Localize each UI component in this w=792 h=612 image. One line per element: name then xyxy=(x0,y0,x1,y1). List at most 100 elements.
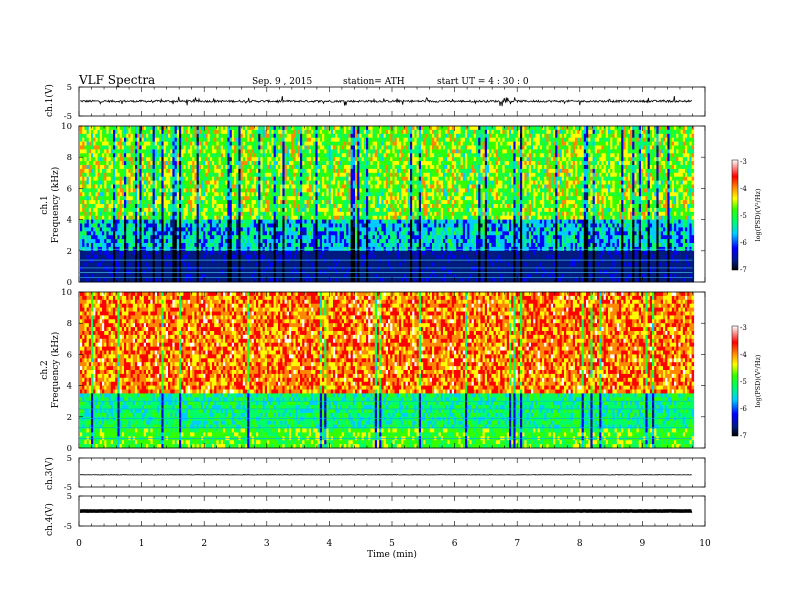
ch1-spectrogram-cell xyxy=(115,130,118,134)
ch1-spectrogram-cell xyxy=(197,130,200,134)
ch1-waveform-ytick-label: 5 xyxy=(67,83,72,93)
ch1-spectrogram-cell xyxy=(190,149,193,153)
ch1-spectrogram-cell xyxy=(142,204,145,208)
ch1-spectrogram-cell xyxy=(91,165,94,169)
ch1-spectrogram-cell xyxy=(164,134,167,138)
ch1-spectrogram-cell xyxy=(131,157,134,161)
ch1-spectrogram-cell xyxy=(93,173,96,177)
ch1-spectrogram-cell xyxy=(170,185,173,189)
ch1-spectrogram-cell xyxy=(102,188,105,192)
ch1-spectrogram-cell xyxy=(82,142,85,146)
ch1-spectrogram-cell xyxy=(104,192,107,196)
ch1-spectrogram-cell xyxy=(161,200,164,204)
ch1-spectrogram-cell xyxy=(153,259,156,263)
ch1-spectrogram-cell xyxy=(95,153,98,157)
ch1-spectrogram-cell xyxy=(115,235,118,239)
ch1-spectrogram-cell xyxy=(135,266,138,270)
ch1-spectrogram-cell xyxy=(144,255,147,259)
ch1-spectrogram-cell xyxy=(153,138,156,142)
ch1-spectrogram-cell xyxy=(133,146,136,150)
ch1-spectrogram-cell xyxy=(122,138,125,142)
ch1-spectrogram-cell xyxy=(172,196,175,200)
ch1-spectrogram-cell xyxy=(194,192,197,196)
ch1-spectrogram-cell xyxy=(144,196,147,200)
ch1-spectrogram-cell xyxy=(84,208,87,212)
ch1-spectrogram-cell xyxy=(111,149,114,153)
ch1-spectrogram-cell xyxy=(84,177,87,181)
ch1-spectrogram-cell xyxy=(102,138,105,142)
ch1-spectrogram-cell xyxy=(194,216,197,220)
ch1-spectrogram-cell xyxy=(106,149,109,153)
ch1-spectrogram-cell xyxy=(128,266,131,270)
ch1-spectrogram-cell xyxy=(192,173,195,177)
ch1-spectrogram-cell xyxy=(148,259,151,263)
ch1-spectrogram-cell xyxy=(128,231,131,235)
ch1-spectrogram-cell xyxy=(179,224,182,228)
ch1-spectrogram-cell xyxy=(155,259,158,263)
ch1-spectrogram-cell xyxy=(172,227,175,231)
ch1-spectrogram-cell xyxy=(89,188,92,192)
ch1-spectrogram-cell xyxy=(188,259,191,263)
ch1-spectrogram-cell xyxy=(181,204,184,208)
ch1-spectrogram-cell xyxy=(159,146,162,150)
ch1-spectrogram-cell xyxy=(95,220,98,224)
ch1-spectrogram-cell xyxy=(87,255,90,259)
ch1-spectrogram-cell xyxy=(117,185,120,189)
ch1-spectrogram-cell xyxy=(159,220,162,224)
ch1-spectrogram-cell xyxy=(164,235,167,239)
ch1-spectrogram-cell xyxy=(133,157,136,161)
ch1-spectrogram-cell xyxy=(124,138,127,142)
ch1-spectrogram-cell xyxy=(128,169,131,173)
ch1-spectrogram-cell xyxy=(166,130,169,134)
ch1-spectrogram-cell xyxy=(199,142,202,146)
ch1-spectrogram-cell xyxy=(155,235,158,239)
ch1-spectrogram-cell xyxy=(192,153,195,157)
ch1-spectrogram-cell xyxy=(146,146,149,150)
ch1-spectrogram-cell xyxy=(177,227,180,231)
ch1-spectrogram-cell xyxy=(137,220,140,224)
ch1-spectrogram-cell xyxy=(157,259,160,263)
ch1-spectrogram-cell xyxy=(95,208,98,212)
ch1-spectrogram-cell xyxy=(95,255,98,259)
ch1-spectrogram-cell xyxy=(192,126,195,130)
ch1-spectrogram-cell xyxy=(144,185,147,189)
ch1-spectrogram-cell xyxy=(179,138,182,142)
ch1-spectrogram-cell xyxy=(164,208,167,212)
ch1-spectrogram-cell xyxy=(175,161,178,165)
ch1-spectrogram-cell xyxy=(122,173,125,177)
ch1-spectrogram-cell xyxy=(100,126,103,130)
ch1-spectrogram-cell xyxy=(84,255,87,259)
ch1-spectrogram-cell xyxy=(80,231,83,235)
ch1-spectrogram-cell xyxy=(115,157,118,161)
ch1-spectrogram-cell xyxy=(117,134,120,138)
ch1-spectrogram-cell xyxy=(192,177,195,181)
ch1-spectrogram-cell xyxy=(161,149,164,153)
ch1-spectrogram-cell xyxy=(144,134,147,138)
ch1-spectrogram-cell xyxy=(87,165,90,169)
ch1-spectrogram-cell xyxy=(199,196,202,200)
ch1-spectrogram-cell xyxy=(153,274,156,278)
ch1-spectrogram-cell xyxy=(117,274,120,278)
ch1-spectrogram-cell xyxy=(95,188,98,192)
ch1-spectrogram-cell xyxy=(82,157,85,161)
ch1-spectrogram-cell xyxy=(159,212,162,216)
ch1-spectrogram-cell xyxy=(164,255,167,259)
ch1-spectrogram-cell xyxy=(142,169,145,173)
ch1-spectrogram-cell xyxy=(133,188,136,192)
ch1-spectrogram-cell xyxy=(188,146,191,150)
ch1-spectrogram-cell xyxy=(172,169,175,173)
ch1-spectrogram-cell xyxy=(98,235,101,239)
ch1-spectrogram-cell xyxy=(89,208,92,212)
ch1-spectrogram-cell xyxy=(128,200,131,204)
ch1-spectrogram-cell xyxy=(159,208,162,212)
ch1-spectrogram-cell xyxy=(161,220,164,224)
ch1-spectrogram-cell xyxy=(111,130,114,134)
ch1-spectrogram-cell xyxy=(117,165,120,169)
ch1-spectrogram-cell xyxy=(166,181,169,185)
ch1-spectrogram-cell xyxy=(87,146,90,150)
ch1-spectrogram-cell xyxy=(133,142,136,146)
ch1-spectrogram-cell xyxy=(84,227,87,231)
ch1-spectrogram-cell xyxy=(80,243,83,247)
ch1-spectrogram-cell xyxy=(155,157,158,161)
ch1-spectrogram-cell xyxy=(175,216,178,220)
